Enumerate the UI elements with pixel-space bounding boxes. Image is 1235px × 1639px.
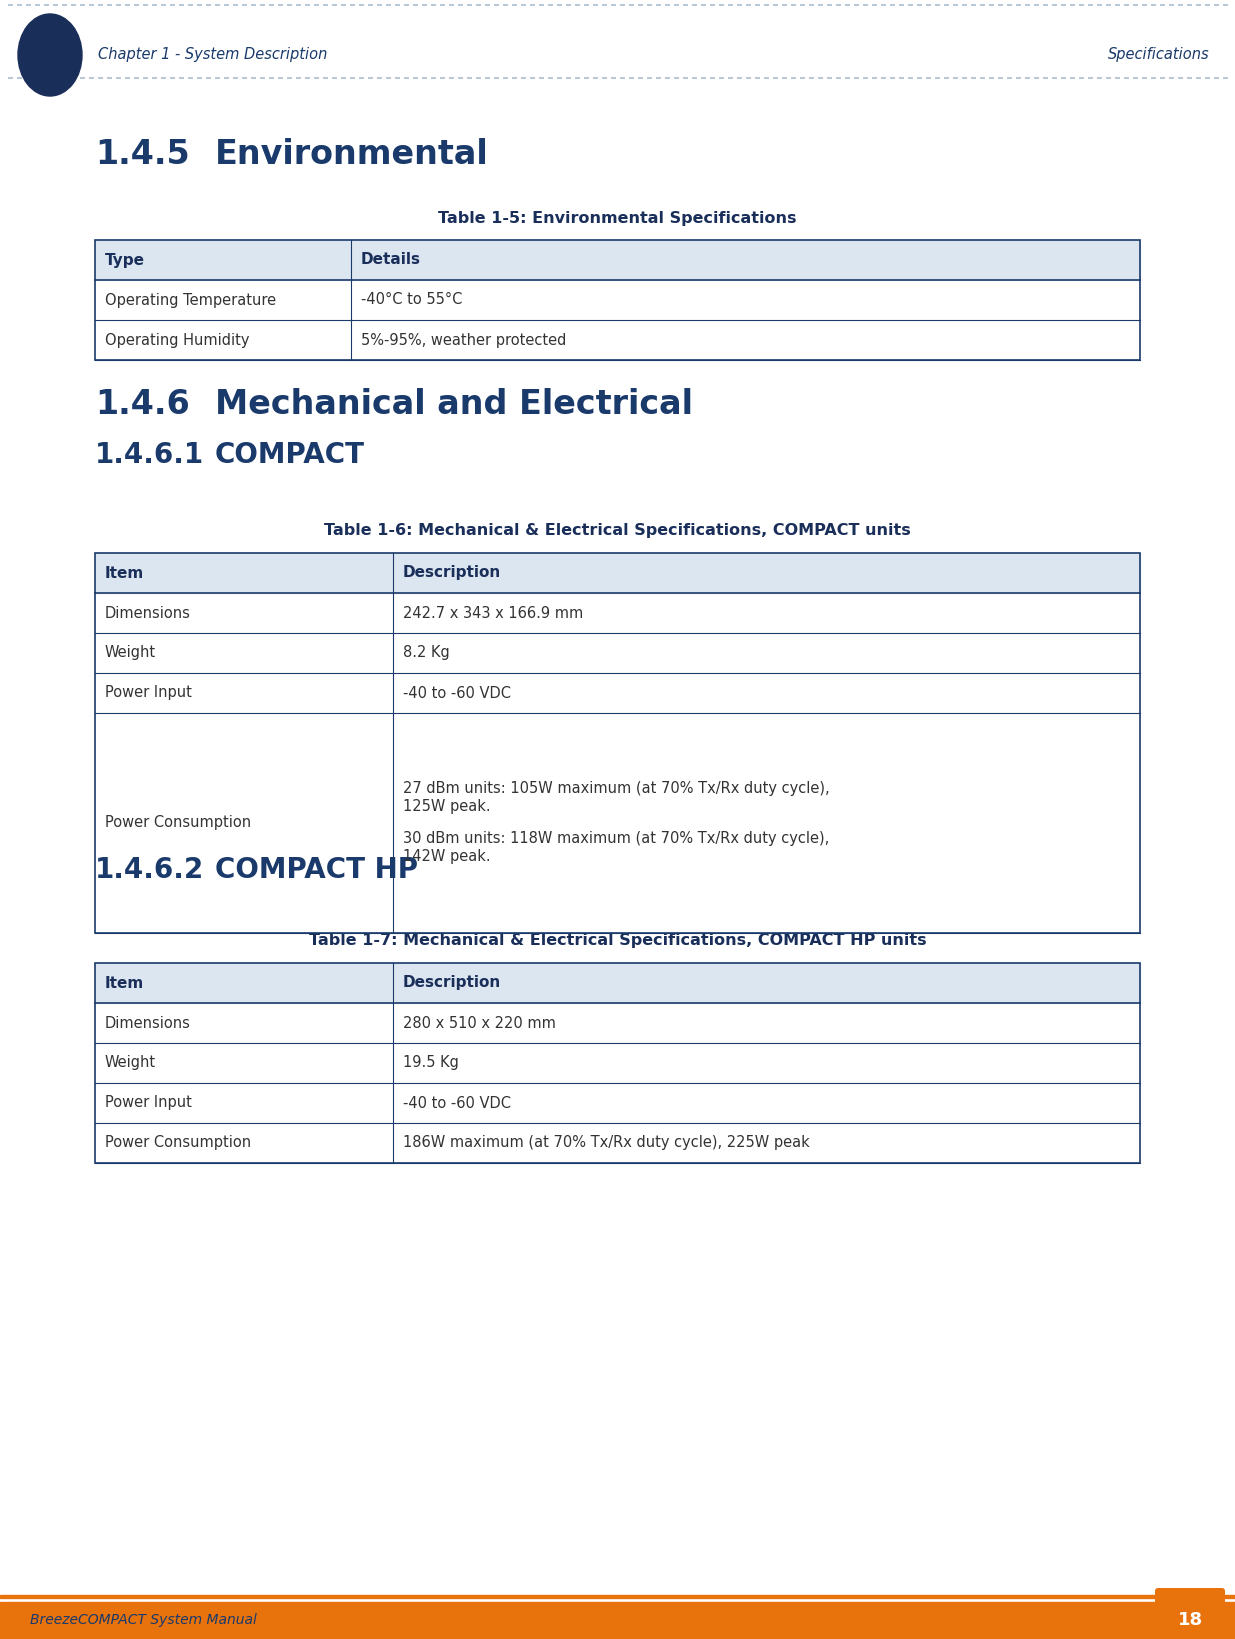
Text: 8.2 Kg: 8.2 Kg [403,646,450,661]
Bar [95,1003,1140,1042]
Ellipse shape [19,15,82,97]
Bar [95,964,1140,1164]
Text: 19.5 Kg: 19.5 Kg [403,1056,458,1070]
Text: BreezeCOMPACT System Manual: BreezeCOMPACT System Manual [30,1613,257,1628]
Text: 1.4.6.2: 1.4.6.2 [95,856,204,883]
Text: 1.4.5: 1.4.5 [95,139,190,172]
Text: 280 x 510 x 220 mm: 280 x 510 x 220 mm [403,1016,556,1031]
Text: Description: Description [403,975,501,990]
Text: 5%-95%, weather protected: 5%-95%, weather protected [361,333,567,347]
Text: Specifications: Specifications [1108,48,1210,62]
Text: Item: Item [105,565,144,580]
Bar [95,964,1140,1003]
Text: COMPACT HP: COMPACT HP [215,856,417,883]
Bar [95,1083,1140,1123]
Text: Power Input: Power Input [105,685,191,700]
Text: Table 1-6: Mechanical & Electrical Specifications, COMPACT units: Table 1-6: Mechanical & Electrical Speci… [324,523,911,538]
Bar [95,239,1140,280]
Text: COMPACT: COMPACT [215,441,366,469]
Bar [95,1123,1140,1164]
Bar [0,1601,1235,1639]
Text: Power Consumption: Power Consumption [105,1136,251,1151]
Text: -40 to -60 VDC: -40 to -60 VDC [403,1095,511,1111]
Text: 186W maximum (at 70% Tx/Rx duty cycle), 225W peak: 186W maximum (at 70% Tx/Rx duty cycle), … [403,1136,810,1151]
Text: Power Consumption: Power Consumption [105,816,251,831]
Text: -40°C to 55°C: -40°C to 55°C [361,292,462,308]
Text: Chapter 1 - System Description: Chapter 1 - System Description [98,48,327,62]
Bar [95,964,1140,1164]
Text: Dimensions: Dimensions [105,605,191,621]
Bar [95,713,1140,933]
Bar [95,552,1140,933]
Text: 18: 18 [1177,1611,1203,1629]
Text: 27 dBm units: 105W maximum (at 70% Tx/Rx duty cycle),: 27 dBm units: 105W maximum (at 70% Tx/Rx… [403,782,830,797]
Text: Operating Temperature: Operating Temperature [105,292,277,308]
Text: 242.7 x 343 x 166.9 mm: 242.7 x 343 x 166.9 mm [403,605,583,621]
FancyBboxPatch shape [1155,1588,1225,1639]
Bar [95,320,1140,361]
Text: Operating Humidity: Operating Humidity [105,333,249,347]
Text: Table 1-7: Mechanical & Electrical Specifications, COMPACT HP units: Table 1-7: Mechanical & Electrical Speci… [309,933,926,947]
Text: Description: Description [403,565,501,580]
Bar [95,593,1140,633]
Text: Type: Type [105,252,144,267]
Text: Weight: Weight [105,646,156,661]
Bar [95,633,1140,674]
Bar [95,674,1140,713]
Text: Table 1-5: Environmental Specifications: Table 1-5: Environmental Specifications [438,210,797,226]
Text: Power Input: Power Input [105,1095,191,1111]
Text: Environmental: Environmental [215,139,489,172]
Text: -40 to -60 VDC: -40 to -60 VDC [403,685,511,700]
Text: Item: Item [105,975,144,990]
Text: Dimensions: Dimensions [105,1016,191,1031]
Text: Weight: Weight [105,1056,156,1070]
Text: 125W peak.: 125W peak. [403,800,490,815]
Bar [95,239,1140,361]
Text: 1.4.6.1: 1.4.6.1 [95,441,204,469]
Text: Mechanical and Electrical: Mechanical and Electrical [215,388,693,421]
Text: Details: Details [361,252,421,267]
Bar [0,1595,1235,1598]
Bar [95,552,1140,593]
Text: 142W peak.: 142W peak. [403,849,490,864]
Text: 30 dBm units: 118W maximum (at 70% Tx/Rx duty cycle),: 30 dBm units: 118W maximum (at 70% Tx/Rx… [403,831,829,846]
Bar [95,552,1140,933]
Text: 1.4.6: 1.4.6 [95,388,190,421]
Bar [95,280,1140,320]
Bar [95,239,1140,361]
Bar [95,1042,1140,1083]
